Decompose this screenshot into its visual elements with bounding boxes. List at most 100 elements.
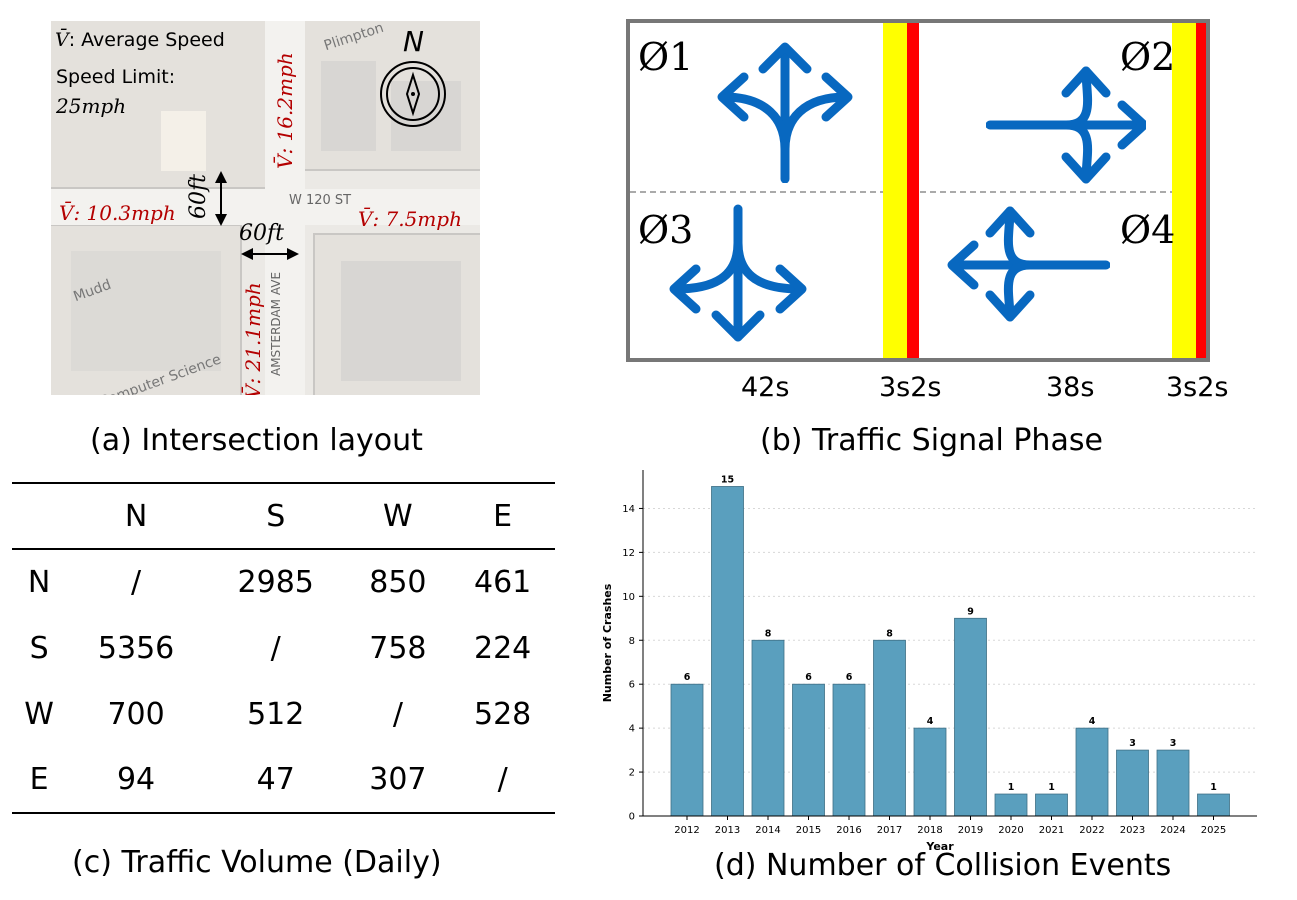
y-tick-label: 2 <box>629 768 635 779</box>
column-header: E <box>450 483 555 550</box>
phase1-movement-icon <box>717 42 853 183</box>
x-tick-label: 2016 <box>836 825 861 836</box>
table-row: W 700 512 / 528 <box>12 681 555 747</box>
average-speed-legend-text: : Average Speed <box>68 29 225 51</box>
row-header: S <box>29 630 49 666</box>
x-tick-label: 2025 <box>1201 825 1226 836</box>
street-label-w120: W 120 ST <box>289 193 352 208</box>
y-tick-label: 14 <box>622 504 635 515</box>
map-building <box>161 111 206 171</box>
road-width-ns: 60ft <box>239 221 284 246</box>
x-tick-label: 2023 <box>1120 825 1145 836</box>
speed-label-south: V̄: 21.1mph <box>241 282 265 395</box>
column-header: S <box>205 483 346 550</box>
y-tick-label: 12 <box>622 548 635 559</box>
bar-2015 <box>792 683 825 817</box>
y-tick-label: 10 <box>622 592 635 603</box>
bar-2022 <box>1075 727 1109 817</box>
caption-intersection-layout: (a) Intersection layout <box>90 423 423 458</box>
bar-value-label: 3 <box>1170 738 1177 749</box>
traffic-volume-table: N S W E N / 2985 850 461 S 5356 / 758 22… <box>12 482 555 814</box>
table-cell: 94 <box>116 762 156 797</box>
bar-value-label: 9 <box>967 606 974 617</box>
bar-2019 <box>954 617 987 817</box>
y-tick-label: 8 <box>629 636 635 647</box>
bar-value-label: 6 <box>846 672 853 683</box>
x-tick-label: 2015 <box>796 825 821 836</box>
phase-label-1: Ø1 <box>638 35 694 79</box>
speed-limit-value: 25mph <box>56 94 127 118</box>
map-building <box>321 61 376 151</box>
y-axis-label: Number of Crashes <box>601 583 614 702</box>
table-cell: 224 <box>473 630 532 666</box>
table-cell: / <box>497 762 508 797</box>
bar-value-label: 1 <box>1210 782 1217 793</box>
speed-label-west: V̄: 10.3mph <box>59 201 176 225</box>
phase-label-4: Ø4 <box>1120 208 1176 252</box>
row-header: E <box>29 762 49 797</box>
bar-value-label: 4 <box>1089 716 1096 727</box>
bar-2013 <box>711 486 744 817</box>
table-cell: 512 <box>247 696 305 732</box>
road-width-ew: 60ft <box>186 174 211 219</box>
caption-signal-phase: (b) Traffic Signal Phase <box>760 423 1103 458</box>
compass-icon <box>380 61 446 127</box>
x-axis-label: Year <box>925 840 954 853</box>
bar-value-label: 1 <box>1008 782 1015 793</box>
row-header: W <box>24 696 54 732</box>
duration-green-1: 42s <box>741 372 790 403</box>
x-tick-label: 2022 <box>1079 825 1104 836</box>
table-cell: 758 <box>369 630 427 666</box>
red-interval-2 <box>1196 23 1206 358</box>
x-tick-label: 2014 <box>755 825 780 836</box>
table-row: E 94 47 307 / <box>12 747 555 813</box>
map-building <box>341 261 461 381</box>
signal-phase-diagram: Ø1 Ø2 Ø3 Ø4 <box>626 19 1210 362</box>
table-cell: 2985 <box>237 565 314 600</box>
x-tick-label: 2020 <box>998 825 1023 836</box>
road-amsterdam <box>265 21 305 395</box>
bar-value-label: 8 <box>886 628 893 639</box>
duration-clearance-2: 3s2s <box>1166 372 1229 403</box>
column-header <box>12 483 67 550</box>
phase2-movement-icon <box>986 66 1146 184</box>
street-label-amsterdam: AMSTERDAM AVE <box>269 271 283 376</box>
average-speed-legend: V̄: Average Speed <box>55 29 225 51</box>
bar-2021 <box>1035 793 1068 817</box>
bar-2018 <box>913 727 947 817</box>
map-building <box>71 251 221 371</box>
bar-value-label: 8 <box>765 628 772 639</box>
width-arrow-vertical <box>215 171 227 226</box>
table-cell: / <box>131 565 142 600</box>
yellow-interval-1 <box>883 23 907 358</box>
bar-2025 <box>1197 793 1230 817</box>
bar-value-label: 15 <box>721 474 734 485</box>
red-interval-1 <box>907 23 919 358</box>
speed-label-north: V̄: 16.2mph <box>273 52 297 169</box>
table-cell: 528 <box>473 696 532 732</box>
bar-2017 <box>873 639 906 817</box>
bar-2016 <box>832 683 866 817</box>
x-tick-label: 2021 <box>1039 825 1064 836</box>
bar-value-label: 4 <box>927 716 934 727</box>
bar-value-label: 3 <box>1129 738 1136 749</box>
bar-2024 <box>1156 749 1190 817</box>
table-cell: 700 <box>107 696 165 732</box>
bar-2023 <box>1116 749 1149 817</box>
x-tick-label: 2017 <box>877 825 902 836</box>
bar-value-label: 6 <box>805 672 812 683</box>
speed-limit-label: Speed Limit: <box>56 66 176 88</box>
intersection-map: W 120 ST AMSTERDAM AVE Mudd Computer Sci… <box>51 21 480 395</box>
table-cell: 461 <box>473 565 532 600</box>
phase4-movement-icon <box>947 206 1110 322</box>
x-tick-label: 2019 <box>958 825 983 836</box>
table-cell: 850 <box>369 565 427 600</box>
x-tick-label: 2018 <box>917 825 942 836</box>
caption-traffic-volume: (c) Traffic Volume (Daily) <box>72 845 442 880</box>
bar-2020 <box>994 793 1028 817</box>
phase-label-3: Ø3 <box>638 208 694 252</box>
average-speed-symbol: V̄ <box>55 29 69 51</box>
duration-green-2: 38s <box>1046 372 1095 403</box>
table-row: N / 2985 850 461 <box>12 549 555 615</box>
